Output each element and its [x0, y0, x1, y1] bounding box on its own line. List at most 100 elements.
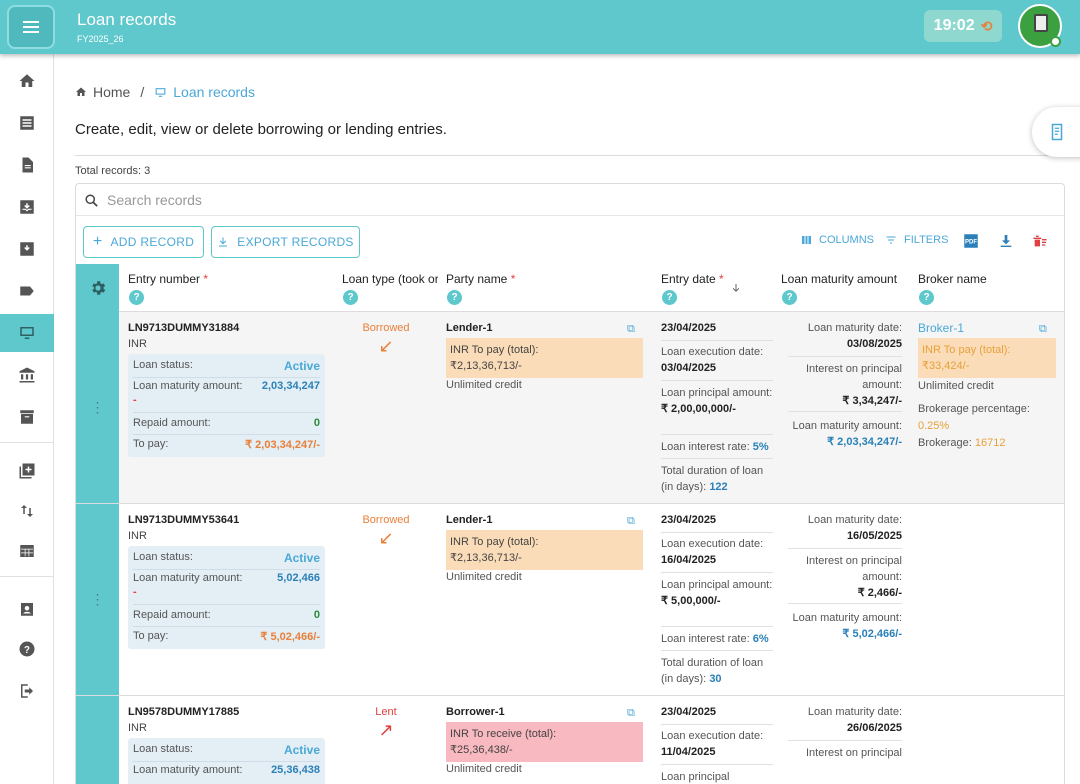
export-records-button[interactable]: EXPORT RECORDS	[211, 226, 360, 258]
columns-label: COLUMNS	[819, 234, 875, 246]
column-loan-type[interactable]: Loan type (took or gave)	[342, 272, 438, 286]
sidebar-item-inbox-in[interactable]	[0, 188, 54, 226]
open-in-new-icon[interactable]: ⧉	[627, 515, 635, 527]
archive-icon	[20, 410, 34, 424]
help-icon[interactable]: ?	[343, 290, 358, 305]
breadcrumb-home[interactable]: Home	[93, 84, 131, 100]
party-name[interactable]: Borrower-1	[446, 706, 505, 718]
column-party-name[interactable]: Party name *	[446, 272, 515, 286]
help-icon[interactable]: ?	[662, 290, 677, 305]
avatar[interactable]	[1018, 4, 1062, 48]
sidebar-item-home[interactable]	[0, 62, 54, 100]
download-icon	[1000, 235, 1012, 247]
search-bar[interactable]: Search records	[84, 192, 202, 208]
table-row[interactable]: ⋮ LN9713DUMMY31884 INR Loan status: Activ…	[76, 312, 1064, 504]
export-pdf-button[interactable]: PDF	[962, 232, 980, 250]
sidebar-item-list[interactable]	[0, 104, 54, 142]
column-entry-date[interactable]: Entry date *	[661, 272, 724, 286]
broker-name[interactable]: Broker-1	[918, 321, 965, 335]
required-mark: *	[203, 272, 209, 286]
to-pay-label: To pay:	[133, 630, 169, 642]
sidebar-item-add-library[interactable]	[0, 452, 54, 490]
sidebar-item-document[interactable]	[0, 146, 54, 184]
delete-records-button[interactable]	[1031, 233, 1049, 249]
row-actions-button[interactable]	[76, 696, 119, 784]
brokerage-label: Brokerage:	[918, 437, 972, 449]
execution-date-label: Loan execution date:	[661, 730, 764, 742]
dash-mark: -	[133, 394, 137, 406]
interest-value: ₹ 2,466/-	[857, 587, 902, 599]
loan-status-box: Loan status: Active Loan maturity amount:…	[128, 738, 325, 784]
bank-icon	[19, 367, 35, 383]
interest-block: Interest on principal	[788, 745, 902, 761]
interest-rate-value: 6%	[752, 633, 769, 645]
sidebar-item-loan-records[interactable]	[0, 314, 54, 352]
sidebar-item-profile[interactable]	[0, 590, 54, 628]
sidebar-item-inbox-out[interactable]	[0, 230, 54, 268]
open-in-new-icon[interactable]: ⧉	[627, 323, 635, 335]
sidebar-item-table[interactable]	[0, 532, 54, 570]
column-loan-maturity-amount[interactable]: Loan maturity amount	[781, 272, 897, 286]
filters-button[interactable]: FILTERS	[884, 234, 948, 246]
add-record-button[interactable]: + ADD RECORD	[83, 226, 204, 258]
column-entry-number[interactable]: Entry number *	[128, 272, 208, 286]
columns-button[interactable]: COLUMNS	[800, 234, 874, 246]
broker-balance-value: ₹33,424/-	[922, 360, 970, 372]
plus-icon: +	[92, 233, 103, 250]
divider	[75, 155, 1065, 156]
sidebar-item-swap[interactable]	[0, 492, 54, 530]
sidebar-item-archive[interactable]	[0, 398, 54, 436]
session-timer[interactable]: 19:02 ⟲	[924, 10, 1002, 42]
phone-document-icon	[1051, 123, 1063, 141]
divider	[661, 380, 773, 381]
brokerage: Brokerage: 16712	[918, 435, 1058, 452]
status-badge: Active	[283, 359, 320, 373]
sidebar-item-label[interactable]	[0, 272, 54, 310]
to-pay-label: To pay:	[133, 438, 169, 450]
interest-rate-label: Loan interest rate:	[661, 633, 750, 645]
desktop-icon	[155, 87, 166, 97]
divider	[661, 458, 773, 459]
party-name[interactable]: Lender-1	[446, 322, 493, 334]
loan-status-box: Loan status: Active Loan maturity amount:…	[128, 546, 325, 649]
column-broker-name[interactable]: Broker name	[918, 272, 987, 286]
party-balance-label: INR To receive (total):	[450, 728, 557, 740]
breadcrumb: Home / Loan records	[75, 84, 255, 100]
filter-list-icon	[886, 236, 896, 244]
open-in-new-icon[interactable]: ⧉	[1039, 323, 1047, 335]
party-balance-value: ₹25,36,438/-	[450, 744, 513, 756]
maturity-amount-label: Loan maturity amount:	[133, 572, 243, 584]
help-icon[interactable]: ?	[129, 290, 144, 305]
row-actions-button[interactable]: ⋮	[76, 504, 119, 695]
help-icon[interactable]: ?	[447, 290, 462, 305]
divider	[661, 434, 773, 435]
party-name[interactable]: Lender-1	[446, 514, 493, 526]
sidebar-divider	[0, 576, 54, 577]
loan-status-box: Loan status: Active Loan maturity amount:…	[128, 354, 325, 457]
maturity-amount-value: ₹ 5,02,466/-	[842, 628, 902, 640]
sidebar-item-logout[interactable]	[0, 672, 54, 710]
maturity-amount-label: Loan maturity amount:	[792, 612, 902, 624]
search-input[interactable]: Search records	[107, 192, 202, 208]
menu-button[interactable]	[7, 5, 55, 49]
entry-number: LN9713DUMMY53641	[128, 514, 240, 526]
table-row[interactable]: LN9578DUMMY17885 INR Loan status: Active …	[76, 696, 1064, 784]
download-button[interactable]	[998, 233, 1014, 249]
table-row[interactable]: ⋮ LN9713DUMMY53641 INR Loan status: Activ…	[76, 504, 1064, 696]
side-drawer-button[interactable]	[1032, 107, 1080, 157]
help-icon[interactable]: ?	[919, 290, 934, 305]
delete-sweep-icon	[1033, 235, 1047, 247]
row-actions-button[interactable]: ⋮	[76, 312, 119, 503]
open-in-new-icon[interactable]: ⧉	[627, 707, 635, 719]
sidebar-item-help[interactable]: ?	[0, 630, 54, 668]
maturity-amount-value: ₹ 2,03,34,247/-	[827, 436, 902, 448]
sidebar-item-bank[interactable]	[0, 356, 54, 394]
sort-descending-icon[interactable]	[730, 281, 742, 295]
help-icon[interactable]: ?	[782, 290, 797, 305]
repaid-amount-label: Repaid amount:	[133, 609, 211, 621]
party-balance-box: INR To pay (total): ₹2,13,36,713/-	[446, 530, 643, 570]
arrow-north-east-icon: ↗	[378, 720, 394, 740]
column-party-name-label: Party name	[446, 272, 508, 286]
sidebar-divider	[0, 442, 54, 443]
table-settings-button[interactable]	[76, 264, 119, 312]
